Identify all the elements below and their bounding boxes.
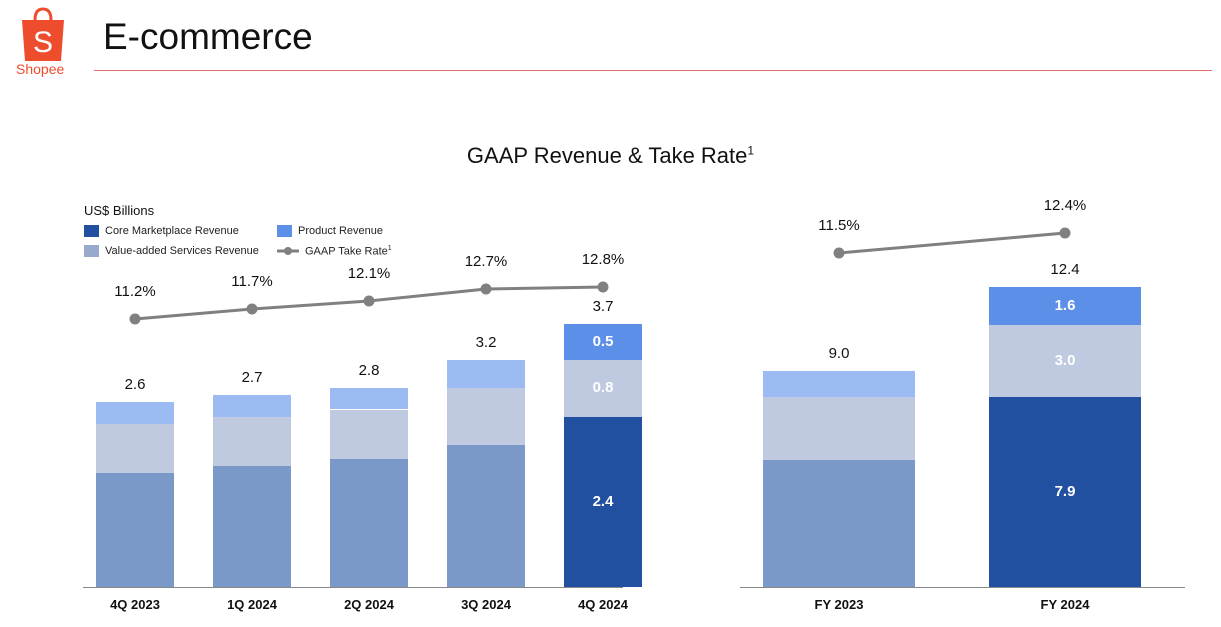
logo-text: Shopee: [16, 61, 65, 77]
bar-segment-core: [763, 459, 915, 587]
take-rate-point: [480, 283, 492, 295]
bar-segment-vas: [213, 416, 291, 467]
take-rate-point: [363, 295, 375, 307]
total-value-label: 12.4: [1050, 261, 1080, 278]
bar-segment-core: [447, 445, 525, 587]
take-rate-point: [833, 247, 845, 259]
legend-vas: Value-added Services Revenue: [84, 245, 259, 257]
bar-segment-product: [447, 359, 525, 389]
total-value-label: 9.0: [828, 345, 850, 362]
take-rate-point: [129, 313, 141, 325]
total-value-label: 2.6: [124, 376, 146, 394]
segment-value-label: 0.5: [592, 333, 614, 351]
legend-label: Product Revenue: [298, 225, 383, 237]
take-rate-line: [838, 231, 1066, 255]
take-rate-label: 11.2%: [114, 283, 156, 300]
bar-segment-core: [989, 397, 1141, 587]
bar-segment-vas: [96, 423, 174, 474]
take-rate-point: [246, 303, 258, 315]
legend-core: Core Marketplace Revenue: [84, 225, 239, 237]
bar-segment-core: [564, 416, 642, 587]
take-rate-label: 12.4%: [1043, 197, 1087, 215]
bar-segment-vas: [564, 359, 642, 417]
category-label: 1Q 2024: [227, 597, 277, 612]
x-axis-annual: [740, 587, 1185, 588]
chart-title-footnote: 1: [747, 143, 755, 158]
legend-take-rate: GAAP Take Rate1: [277, 245, 392, 258]
y-unit-label: US$ Billions: [84, 203, 155, 218]
take-rate-label: 12.7%: [464, 253, 508, 270]
svg-text:S: S: [33, 26, 53, 59]
bar-segment-product: [330, 388, 408, 410]
total-value-label: 2.7: [241, 369, 263, 387]
segment-value-label: 3.0: [1054, 352, 1076, 370]
legend-swatch: [277, 225, 292, 237]
x-axis-quarterly: [83, 587, 623, 588]
segment-value-label: 2.4: [592, 492, 614, 510]
bar-segment-vas: [330, 409, 408, 460]
legend-line-marker-icon: [277, 247, 299, 256]
bar-segment-core: [213, 466, 291, 587]
category-label: FY 2023: [814, 597, 864, 612]
bar-segment-core: [330, 459, 408, 587]
bar-segment-product: [989, 287, 1141, 326]
title-divider: [94, 70, 1212, 71]
category-label: 4Q 2023: [110, 597, 160, 612]
bar-segment-vas: [763, 397, 915, 460]
shopee-logo-icon: S: [22, 7, 64, 61]
bar-segment-vas: [447, 388, 525, 445]
legend-label: Core Marketplace Revenue: [105, 225, 239, 237]
bar-segment-vas: [989, 325, 1141, 398]
take-rate-label: 12.1%: [347, 265, 391, 282]
bar-segment-product: [96, 402, 174, 424]
bar-segment-core: [96, 473, 174, 587]
total-value-label: 3.2: [475, 333, 497, 351]
legend-swatch: [84, 225, 99, 237]
category-label: 4Q 2024: [578, 597, 628, 612]
category-label: 2Q 2024: [344, 597, 394, 612]
legend-label: GAAP Take Rate1: [305, 245, 392, 258]
legend-swatch: [84, 245, 99, 257]
total-value-label: 2.8: [358, 362, 380, 380]
page-title: E-commerce: [103, 16, 313, 57]
take-rate-point: [1059, 227, 1071, 239]
take-rate-label: 12.8%: [581, 251, 625, 268]
segment-value-label: 0.8: [592, 379, 614, 397]
legend-label: Value-added Services Revenue: [105, 245, 259, 257]
take-rate-label: 11.5%: [818, 217, 860, 234]
take-rate-point: [597, 281, 609, 293]
total-value-label: 3.7: [592, 298, 614, 316]
category-label: FY 2024: [1040, 597, 1090, 612]
segment-value-label: 7.9: [1054, 483, 1076, 501]
bar-segment-product: [763, 371, 915, 398]
chart-title: GAAP Revenue & Take Rate1: [0, 143, 1221, 169]
category-label: 3Q 2024: [461, 597, 511, 612]
bar-segment-product: [213, 395, 291, 417]
chart-title-text: GAAP Revenue & Take Rate: [466, 143, 748, 168]
segment-value-label: 1.6: [1054, 297, 1076, 315]
bar-segment-product: [564, 324, 642, 360]
take-rate-label: 11.7%: [231, 273, 273, 290]
legend-product: Product Revenue: [277, 225, 383, 237]
